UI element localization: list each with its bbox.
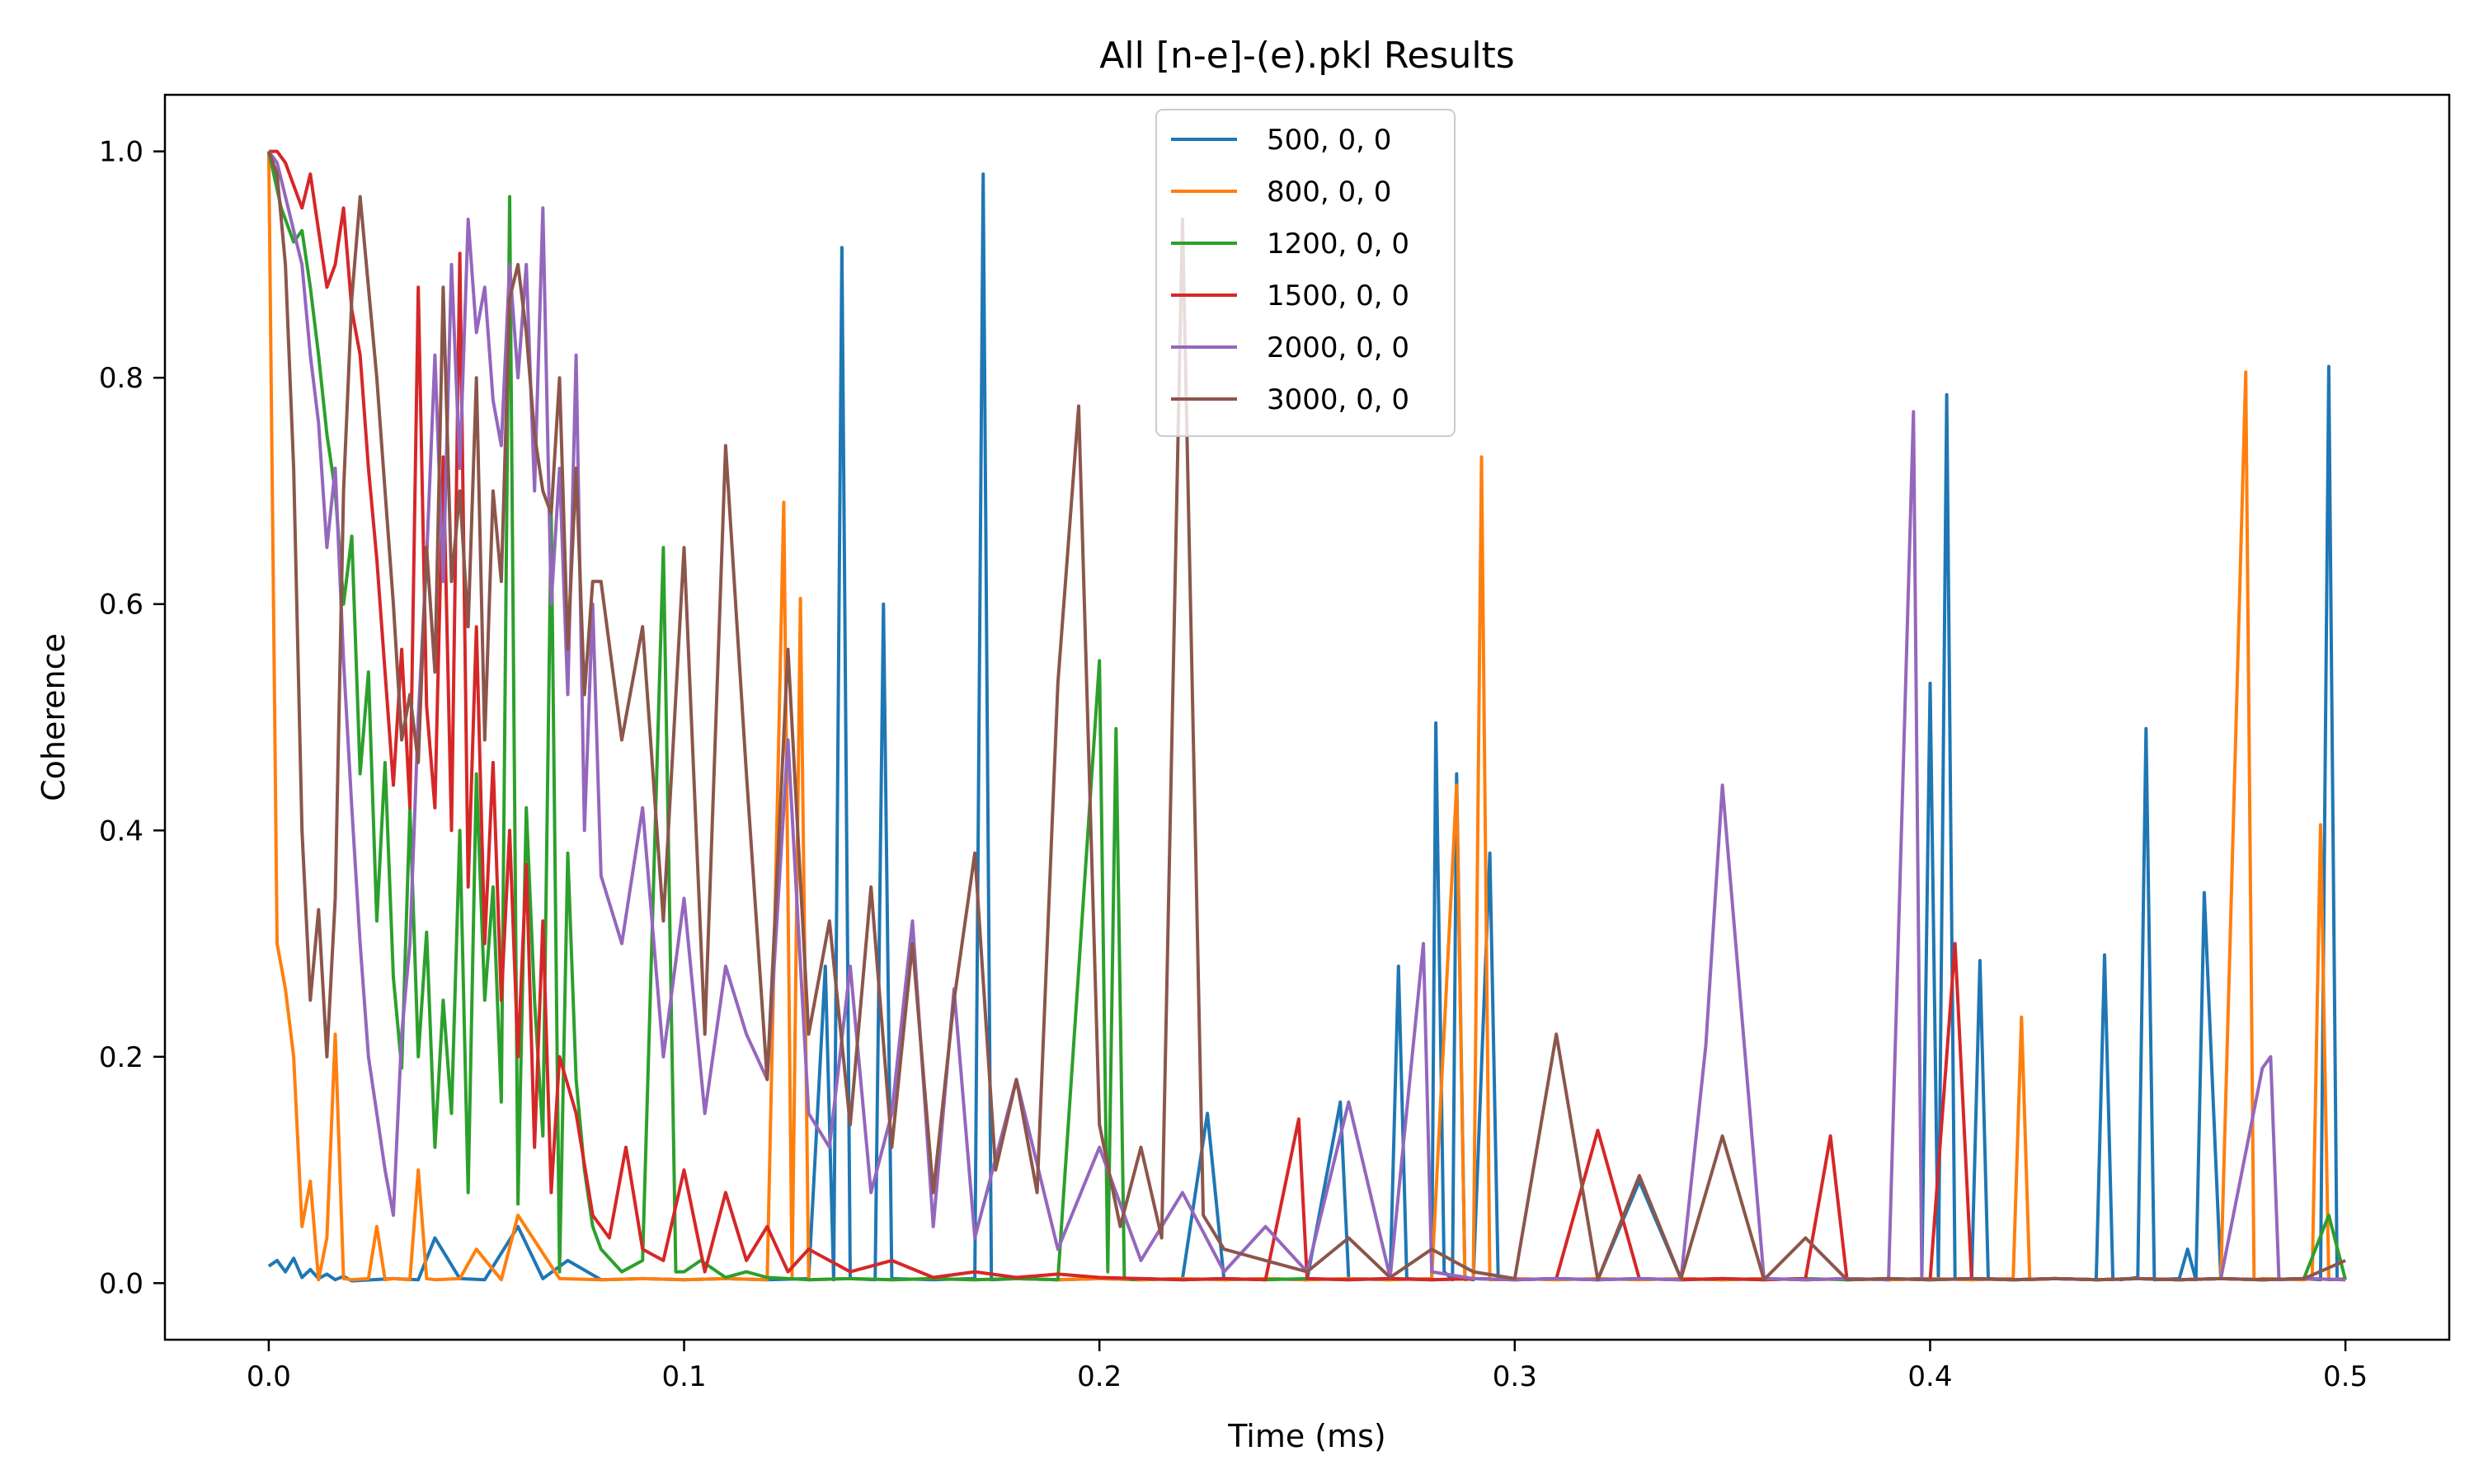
y-axis: 0.0 0.2 0.4 0.6 0.8 1.0 [99,136,165,1300]
x-tick-label: 0.2 [1077,1360,1122,1393]
legend-label: 2000, 0, 0 [1267,331,1409,364]
legend-label: 3000, 0, 0 [1267,383,1409,416]
x-tick-label: 0.5 [2323,1360,2368,1393]
series-layer [266,149,2348,1283]
x-tick-label: 0.0 [247,1360,291,1393]
chart-title: All [n-e]-(e).pkl Results [1099,35,1514,77]
plot-frame [163,93,2451,1341]
x-tick-label: 0.3 [1493,1360,1537,1393]
x-axis: 0.0 0.1 0.2 0.3 0.4 0.5 [247,1340,2368,1393]
legend: 500, 0, 0 800, 0, 0 1200, 0, 0 1500, 0, 0 20… [1155,109,1456,437]
x-tick-label: 0.1 [662,1360,707,1393]
legend-label: 800, 0, 0 [1267,176,1391,209]
y-tick-label: 0.0 [99,1267,143,1300]
y-tick-label: 1.0 [99,136,143,169]
legend-label: 1500, 0, 0 [1267,279,1409,312]
legend-label: 1200, 0, 0 [1267,228,1409,261]
x-axis-label: Time (ms) [1227,1418,1386,1454]
x-tick-label: 0.4 [1907,1360,1952,1393]
series-line-3 [268,149,2346,1282]
legend-label: 500, 0, 0 [1267,124,1391,157]
y-tick-label: 0.8 [99,362,143,395]
series-line-5 [267,150,2346,1282]
y-tick-label: 0.6 [99,589,143,622]
y-tick-label: 0.2 [99,1041,143,1074]
series-line-4 [267,150,2346,1282]
y-tick-label: 0.4 [99,815,143,848]
series-line-0 [267,172,2346,1283]
y-axis-label: Coherence [35,633,72,801]
